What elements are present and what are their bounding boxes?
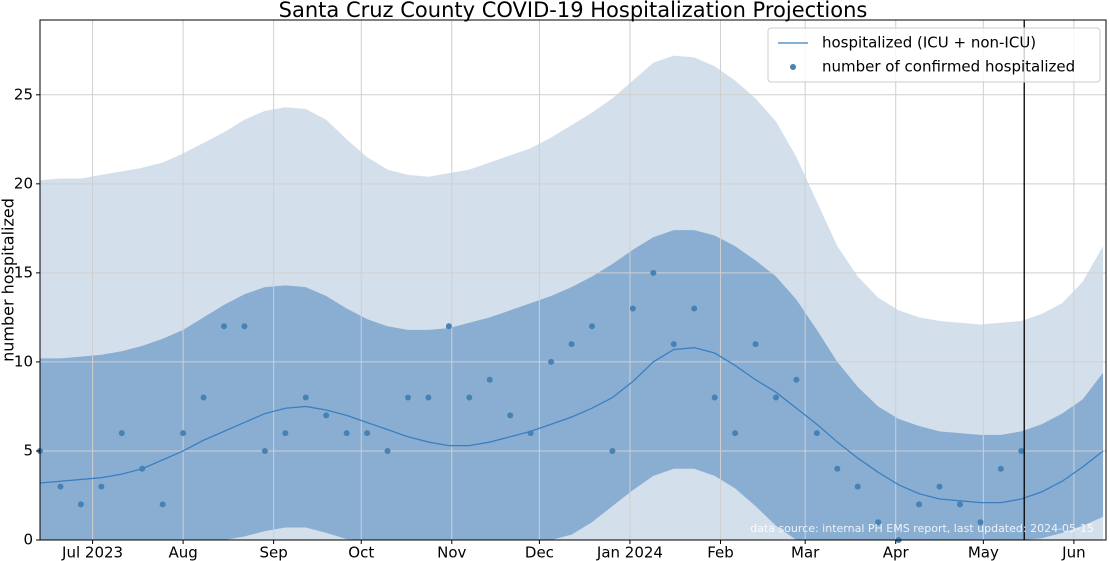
data-point [486,376,493,383]
y-tick-label: 20 [14,174,33,192]
x-tick-label: Apr [883,544,910,561]
x-tick-label: May [968,544,999,561]
data-point [200,394,207,401]
data-point [793,376,800,383]
plot-frame [39,19,1107,541]
data-point [936,483,943,490]
data-point [302,394,309,401]
data-point [139,465,146,472]
y-tick-label: 0 [23,531,33,549]
data-point [916,501,923,508]
data-point [956,501,963,508]
data-point [118,430,125,437]
data-point [445,323,452,330]
y-tick-label: 5 [23,441,33,459]
x-tick-label: Jan 2024 [596,544,663,561]
x-tick-label: Jul 2023 [61,544,123,561]
data-point [77,501,84,508]
x-tick-label: Feb [707,544,734,561]
x-tick-label: Mar [791,544,820,561]
data-point [466,394,473,401]
x-tick-label: Jun [1061,544,1085,561]
data-point [711,394,718,401]
data-point [527,430,534,437]
legend-label: hospitalized (ICU + non-ICU) [822,34,1036,52]
data-point [609,447,616,454]
data-point [220,323,227,330]
data-point [404,394,411,401]
data-point [629,305,636,312]
data-point [977,519,984,526]
legend-label: number of confirmed hospitalized [822,58,1075,76]
data-point [732,430,739,437]
data-point [588,323,595,330]
data-point [650,269,657,276]
data-point [670,341,677,348]
data-point [752,341,759,348]
data-point [323,412,330,419]
data-point [772,394,779,401]
y-tick-label: 15 [14,263,33,281]
x-tick-label: Sep [260,544,288,561]
y-tick-label: 10 [14,352,33,370]
data-point [997,465,1004,472]
x-tick-label: Dec [525,544,554,561]
x-tick-label: Nov [437,544,466,561]
data-point [57,483,64,490]
annotation: data source: internal PH EMS report, las… [750,522,1094,535]
legend-swatch [790,64,796,70]
data-point [241,323,248,330]
data-point [568,341,575,348]
data-point [159,501,166,508]
data-point [691,305,698,312]
data-point [261,447,268,454]
data-point [425,394,432,401]
data-point [343,430,350,437]
chart-title: Santa Cruz County COVID-19 Hospitalizati… [279,0,868,22]
legend: hospitalized (ICU + non-ICU) number of co… [767,27,1101,83]
data-point [180,430,187,437]
confidence-band [40,230,1104,540]
y-axis-label: number hospitalized [0,198,18,362]
y-tick-label: 25 [14,85,33,103]
data-point [548,358,555,365]
data-point [364,430,371,437]
x-tick-label: Oct [348,544,374,561]
data-point [98,483,105,490]
trend-line [40,347,1104,504]
data-point [875,519,882,526]
plot-area [37,20,1106,543]
data-point [507,412,514,419]
x-tick-label: Aug [168,544,197,561]
data-point [834,465,841,472]
legend-box [767,27,1101,83]
data-point [854,483,861,490]
data-point [384,447,391,454]
data-point [1018,447,1025,454]
data-point [282,430,289,437]
data-point [813,430,820,437]
